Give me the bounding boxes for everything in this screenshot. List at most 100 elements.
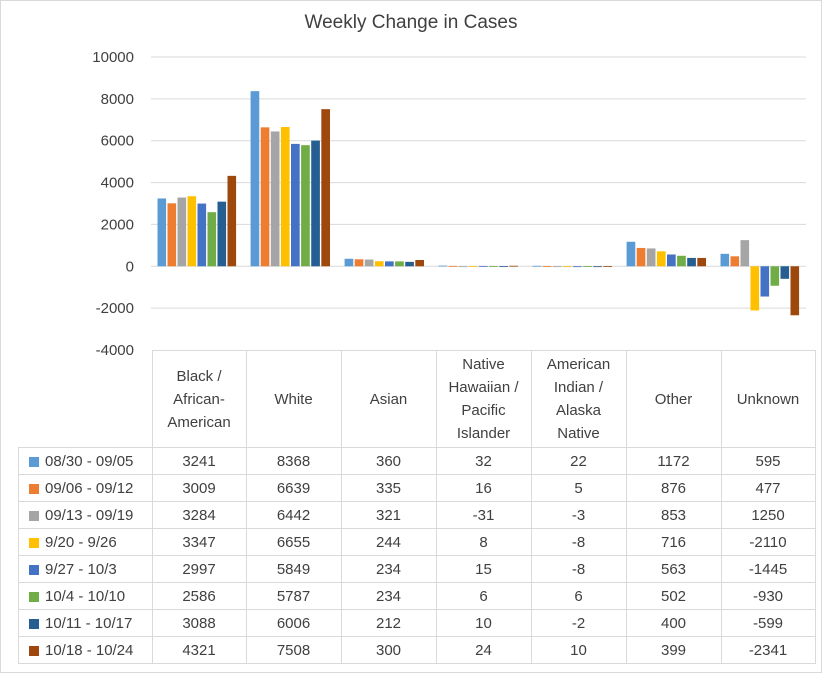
data-label: -31 [435,501,532,529]
category-label-line: Pacific [461,402,506,419]
category-label: Asian [340,350,437,448]
series-legend-cell: 9/27 - 10/3 [18,555,153,583]
legend-swatch [29,483,39,494]
data-label: 595 [720,447,816,475]
data-label: 399 [625,636,722,664]
category-label-line: Unknown [736,390,800,408]
data-label: 477 [720,474,816,502]
category-label-line: Alaska [555,402,602,419]
data-label: -2 [530,609,627,637]
table-row: 10/4 - 10/10 2586 5787 234 6 6 502 -930 [18,582,816,610]
data-label: 8 [435,528,532,556]
bar [677,255,686,267]
data-label: 8368 [245,447,342,475]
data-label: 3088 [151,609,247,637]
data-label: 234 [340,555,437,583]
legend-swatch [29,618,39,629]
category-label: White [245,350,342,448]
bar [790,266,800,316]
chart-title: Weekly Change in Cases [304,12,518,33]
data-label: 2586 [151,582,247,610]
bar [656,251,666,267]
bar [260,127,270,267]
series-name: 09/06 - 09/12 [45,479,134,497]
data-label: 876 [625,474,722,502]
data-label: 3009 [151,474,247,502]
data-label: 321 [340,501,437,529]
data-table: Black / African- American White Asian Native H… [18,350,816,664]
bar [542,266,552,267]
series-name: 10/18 - 10/24 [45,641,134,659]
bar [291,143,300,267]
bar [217,201,227,267]
bar [448,265,458,267]
series-name: 09/13 - 09/19 [45,506,134,524]
data-label: -930 [720,582,816,610]
series-legend-cell: 9/20 - 9/26 [18,528,153,556]
y-tick-label: 6000 [101,133,134,150]
bar [157,198,167,267]
table-row: 9/20 - 9/26 3347 6655 244 8 -8 716 -2110 [18,528,816,556]
category-label: Other [625,350,722,448]
y-tick-label: 4000 [101,175,134,192]
data-label: 10 [530,636,627,664]
data-label: 5 [530,474,627,502]
data-label: 2997 [151,555,247,583]
bar [499,266,508,267]
bar [311,140,320,267]
y-tick-label: 0 [126,258,134,275]
bar [687,257,696,267]
data-label: 360 [340,447,437,475]
y-tick-label: 2000 [101,216,134,233]
data-label: 716 [625,528,722,556]
data-label: 335 [340,474,437,502]
data-label: 5787 [245,582,342,610]
legend-swatch [29,564,39,575]
table-row: 08/30 - 09/05 3241 8368 360 32 22 1172 595 [18,447,816,475]
category-label-line: Other [654,390,693,408]
data-label: 4321 [151,636,247,664]
data-label: -1445 [720,555,816,583]
data-label: 32 [435,447,532,475]
bar [187,196,197,267]
legend-swatch [29,645,39,656]
bar [354,259,364,267]
bar [207,212,217,267]
data-label: -2110 [720,528,816,556]
bar [489,266,498,267]
data-label: 6 [435,582,532,610]
bar [583,266,592,267]
bar [479,265,488,267]
data-label: 212 [340,609,437,637]
table-row: 9/27 - 10/3 2997 5849 234 15 -8 563 -1445 [18,555,816,583]
category-label-line: White [274,390,313,408]
series-name: 9/20 - 9/26 [45,533,117,551]
data-label: 6006 [245,609,342,637]
data-label: -599 [720,609,816,637]
y-tick-label: 8000 [101,91,134,108]
data-label: 300 [340,636,437,664]
series-legend-cell: 09/13 - 09/19 [18,501,153,529]
category-label: Black / African- American [151,350,247,448]
bar [344,258,354,267]
y-tick-label: -2000 [96,300,134,317]
data-label: -8 [530,555,627,583]
category-label-line: Islander [456,425,511,442]
bar [603,266,613,267]
data-label: 400 [625,609,722,637]
bar [760,266,770,297]
data-label: 7508 [245,636,342,664]
series-name: 9/27 - 10/3 [45,560,117,578]
legend-swatch [29,456,39,467]
category-label-line: Hawaiian / [448,379,519,396]
y-tick-label: 10000 [92,49,134,66]
series-legend-cell: 10/11 - 10/17 [18,609,153,637]
bar [750,266,760,311]
data-label: 234 [340,582,437,610]
bar [720,253,730,267]
table-row: 10/11 - 10/17 3088 6006 212 10 -2 400 -599 [18,609,816,637]
series-legend-cell: 08/30 - 09/05 [18,447,153,475]
bar [438,265,448,267]
bar [364,259,374,267]
